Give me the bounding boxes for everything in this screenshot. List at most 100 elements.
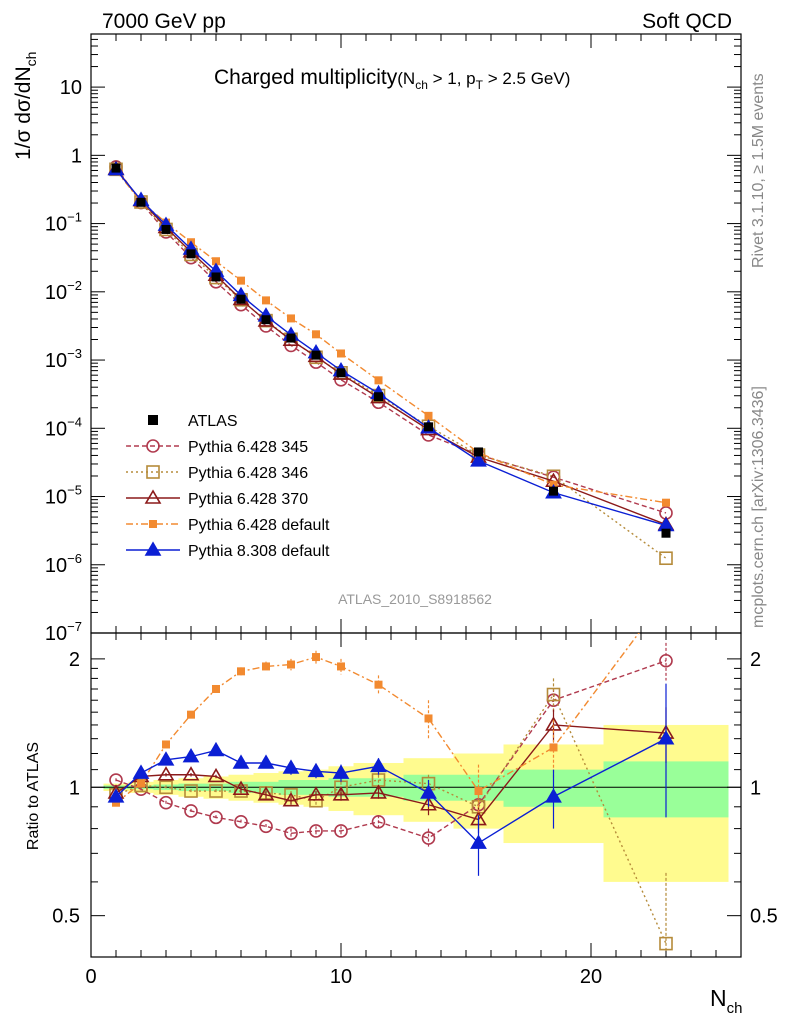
series-0-ratio-point	[159, 795, 173, 810]
series-2-ratio-point	[370, 784, 387, 799]
y-tick-label: 10−2	[45, 278, 82, 304]
series-4-ratio-point	[332, 764, 350, 779]
series-3-ratio-point	[549, 743, 558, 752]
series-0-ratio-point	[284, 826, 298, 841]
series-1-ratio-point	[134, 778, 148, 793]
series-1-ratio-point	[659, 936, 673, 951]
series-3-ratio-point	[262, 662, 270, 671]
atlas-point	[136, 197, 146, 207]
atlas-point	[661, 528, 671, 538]
atlas-point	[236, 294, 246, 304]
series-3-ratio-point	[374, 680, 383, 689]
series-0-ratio-point	[209, 810, 223, 825]
series-0-ratio-point	[421, 831, 436, 845]
series-0-ratio-point	[184, 804, 198, 818]
series-3-ratio-point	[424, 714, 433, 723]
series-4-ratio-point	[545, 788, 562, 803]
series-4-ratio-point	[182, 748, 200, 763]
series-4-ratio-point	[657, 730, 675, 745]
y-tick-label: 1	[71, 145, 82, 167]
ratio-series-layer	[107, 633, 675, 953]
series-3-ratio-point	[137, 779, 145, 788]
legend: ATLAS Pythia 6.428 345 Pythia 6.428 346 Pyt…	[126, 413, 330, 560]
series-1-ratio-point	[159, 780, 173, 795]
legend-marker-atlas	[148, 415, 158, 425]
series-0-ratio-point	[259, 819, 273, 834]
legend-marker	[144, 489, 162, 504]
y-tick-label: 10−4	[45, 414, 82, 440]
legend-marker	[149, 520, 157, 528]
series-4-ratio-point	[207, 741, 225, 757]
atlas-point	[261, 315, 271, 325]
side-label-mcplots: mcplots.cern.ch [arXiv:1306.3436]	[750, 386, 767, 628]
series-2-ratio-point	[157, 766, 175, 781]
series-3-main-point	[337, 349, 345, 358]
series-4-ratio-point	[232, 754, 250, 769]
series-3-ratio-line	[115, 633, 640, 804]
y-tick-label: 10−7	[45, 619, 82, 645]
series-3-ratio-point	[162, 740, 170, 749]
series-1-main-line	[115, 168, 667, 559]
legend-label: Pythia 6.428 345	[188, 439, 308, 456]
series-4-ratio-point	[307, 762, 325, 778]
series-1-main-point	[659, 551, 673, 566]
series-2-ratio-point	[182, 766, 200, 781]
series-3-main-point	[237, 276, 245, 285]
atlas-point	[211, 272, 221, 282]
ratio-y-tick-label: 1	[69, 777, 80, 799]
series-0-main-line	[115, 166, 667, 514]
series-1-ratio-point	[184, 784, 198, 798]
series-3-ratio-point	[112, 798, 120, 807]
legend-marker	[146, 465, 160, 479]
series-2-ratio-point	[232, 780, 250, 795]
ratio-y-tick-label-right: 0.5	[750, 906, 778, 928]
legend-marker	[146, 439, 160, 453]
x-tick-label: 20	[580, 966, 602, 988]
series-4-ratio-point	[107, 788, 125, 803]
series-3-main-point	[262, 296, 270, 305]
x-axis-label: Nch	[710, 985, 742, 1017]
series-1-ratio-point	[209, 784, 223, 798]
series-3-main-point	[287, 314, 295, 323]
series-3-ratio-group	[112, 633, 640, 822]
series-1-ratio-point	[546, 687, 561, 702]
legend-label: Pythia 8.308 default	[188, 543, 330, 560]
series-3-main-point	[424, 411, 433, 420]
series-3-main-point	[662, 498, 670, 507]
ratio-y-tick-label: 2	[69, 649, 80, 671]
series-2-ratio-point	[257, 786, 275, 801]
series-3-ratio-point	[337, 662, 345, 671]
series-2-ratio-point	[307, 786, 325, 801]
y-tick-label: 10−1	[45, 210, 82, 236]
y-tick-label: 10−5	[45, 483, 82, 509]
atlas-data-points	[111, 163, 671, 538]
legend-label: Pythia 6.428 default	[188, 517, 330, 534]
series-3-main-point	[312, 330, 320, 339]
atlas-point	[111, 163, 121, 173]
series-4-ratio-point	[370, 757, 387, 773]
legend-label: Pythia 6.428 370	[188, 491, 308, 508]
atlas-point	[286, 333, 296, 343]
ratio-y-tick-label-right: 2	[750, 649, 761, 671]
ratio-uncertainty-bands	[103, 724, 729, 882]
ratio-axes: 0 10 20 0.5 0.5 1 1 2 2	[52, 34, 778, 988]
series-0-ratio-group	[109, 642, 673, 849]
atlas-point	[474, 447, 483, 457]
atlas-point	[424, 422, 433, 432]
series-1-ratio-line	[115, 693, 667, 944]
ratio-y-label: Ratio to ATLAS	[25, 742, 42, 850]
series-4-ratio-point	[282, 759, 300, 774]
series-4-ratio-point	[470, 834, 487, 849]
series-0-ratio-point	[659, 653, 673, 668]
series-3-ratio-point	[187, 710, 195, 719]
series-4-ratio-point	[420, 784, 437, 799]
atlas-point	[161, 224, 171, 234]
main-y-label: 1/σ dσ/dNch	[12, 52, 39, 160]
series-4-ratio-point	[132, 764, 150, 779]
series-3-ratio-point	[474, 787, 483, 796]
header-left: 7000 GeV pp	[102, 10, 226, 33]
atlas-point	[336, 368, 346, 378]
series-0-ratio-point	[234, 814, 248, 829]
header-right: Soft QCD	[642, 10, 732, 33]
